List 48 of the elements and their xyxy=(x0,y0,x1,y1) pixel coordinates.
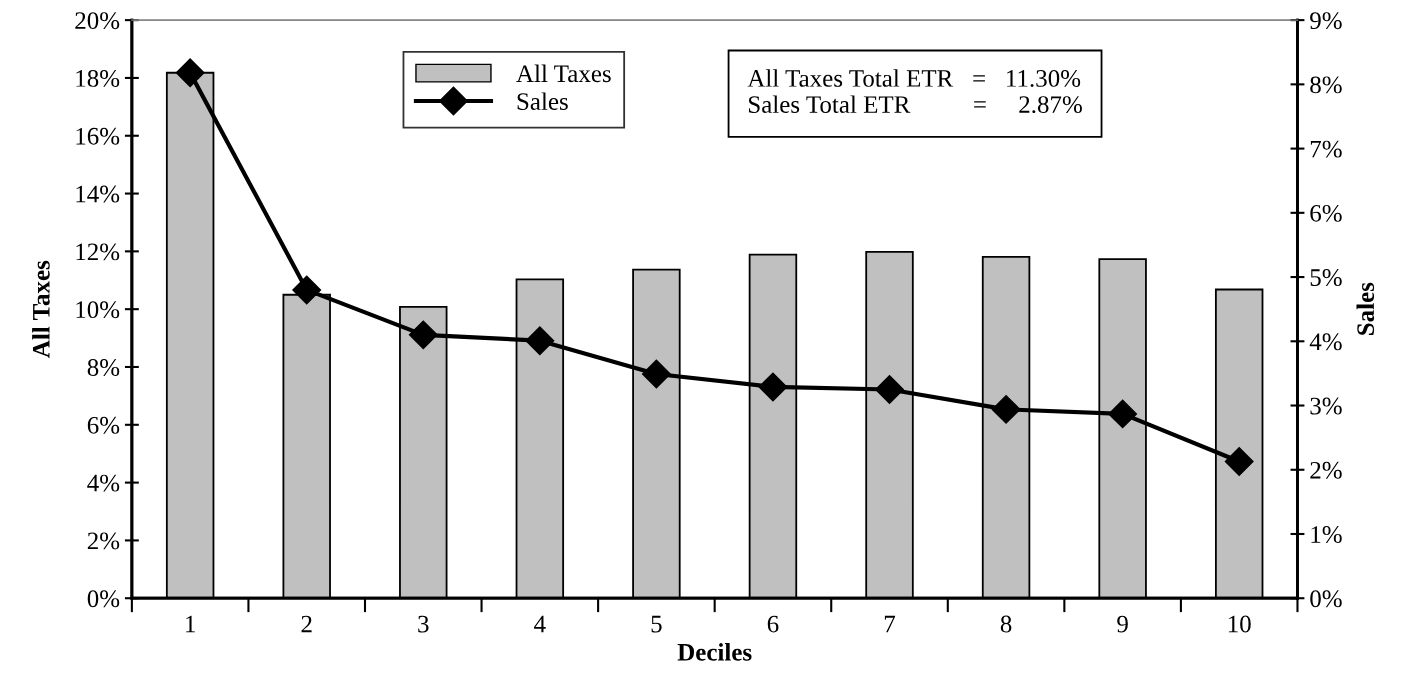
y-tick-label: 4% xyxy=(87,474,120,492)
x-tick-label: 4 xyxy=(534,615,546,633)
y2-tick-label: 9% xyxy=(1310,12,1342,30)
y2-tick-label: 5% xyxy=(1310,269,1342,287)
x-tick-label: 3 xyxy=(418,615,429,633)
y-tick-label: 0% xyxy=(87,590,120,608)
y-tick-label: 8% xyxy=(87,359,120,376)
x-tick-label: 8 xyxy=(1000,615,1012,633)
x-axis-title: Deciles xyxy=(677,643,752,661)
x-tick-label: 5 xyxy=(651,615,662,633)
legend-label: Sales xyxy=(517,92,568,110)
y-tick-label: 18% xyxy=(76,69,120,87)
point xyxy=(1224,446,1254,476)
point xyxy=(408,320,438,350)
y2-tick-label: 2% xyxy=(1310,461,1342,479)
y-tick-label: 20% xyxy=(75,12,120,30)
y-axis-title: All Taxes xyxy=(32,260,50,358)
y2-tick-label: 4% xyxy=(1309,333,1342,351)
x-tick-label: 9 xyxy=(1117,615,1128,633)
y-tick-label: 6% xyxy=(87,416,120,434)
point xyxy=(1108,399,1138,429)
point xyxy=(991,394,1021,424)
point xyxy=(175,58,205,88)
point xyxy=(875,375,904,404)
legend-label: All Taxes xyxy=(516,64,611,83)
x-tick-label: 10 xyxy=(1228,615,1251,633)
y2-tick-label: 3% xyxy=(1310,397,1342,415)
annotation: All Taxes Total ETR = 11.30% xyxy=(747,69,1081,87)
y2-axis-title: Sales xyxy=(1356,282,1375,335)
x-tick-label: 7 xyxy=(884,615,896,633)
x-tick-label: 1 xyxy=(186,615,195,633)
y-tick-label: 16% xyxy=(76,127,120,145)
y-tick-label: 2% xyxy=(87,532,120,550)
annotation: Sales Total ETR = 2.87% xyxy=(748,95,1082,114)
y2-tick-label: 6% xyxy=(1310,204,1342,222)
y2-tick-label: 8% xyxy=(1310,76,1342,94)
point xyxy=(292,275,322,305)
x-tick-label: 6 xyxy=(767,615,779,633)
y-tick-label: 10% xyxy=(76,301,120,319)
y2-tick-label: 1% xyxy=(1311,526,1342,543)
point xyxy=(758,372,788,402)
y2-tick-label: 0% xyxy=(1310,590,1342,608)
point xyxy=(641,359,671,389)
y2-tick-label: 7% xyxy=(1310,140,1342,158)
y-tick-label: 14% xyxy=(76,185,120,203)
y-tick-label: 12% xyxy=(76,243,120,261)
x-tick-label: 2 xyxy=(301,615,312,633)
point xyxy=(525,326,555,356)
